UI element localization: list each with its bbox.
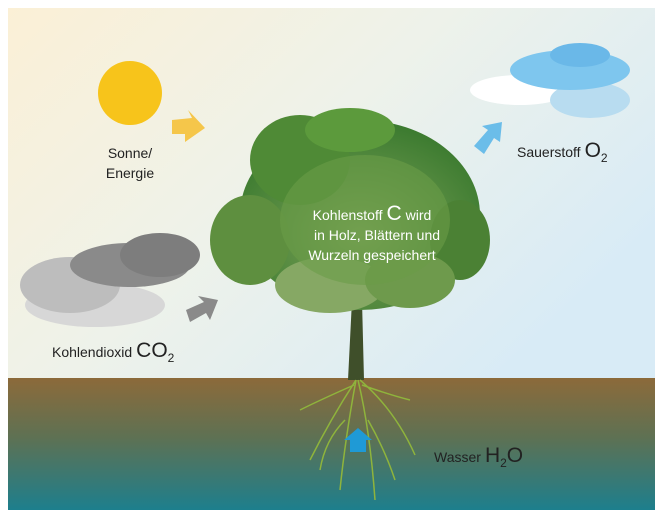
label-part: C — [386, 202, 401, 225]
label-part: 2 — [168, 351, 175, 365]
label-part: H — [485, 444, 500, 467]
label-part: O — [507, 444, 523, 467]
label-part: O — [585, 139, 601, 162]
label-part: Sonne/ — [108, 145, 152, 161]
label-part: Wasser — [434, 449, 481, 465]
diagram: Sonne/Energie KohlendioxidCO2 Sauerstoff… — [0, 0, 662, 517]
soil — [8, 378, 655, 510]
label-part: Sauerstoff — [517, 144, 581, 160]
label-part: Kohlenstoff — [313, 207, 383, 223]
label-part: wird — [405, 207, 432, 223]
label-part: Energie — [106, 165, 154, 181]
label-part: 2 — [601, 151, 608, 165]
label-part: Kohlendioxid — [52, 344, 132, 360]
label-part: Wurzeln gespeichert — [308, 247, 435, 263]
sun — [98, 61, 162, 125]
label-part: CO — [136, 339, 168, 362]
label-part: in Holz, Blättern und — [314, 227, 440, 243]
